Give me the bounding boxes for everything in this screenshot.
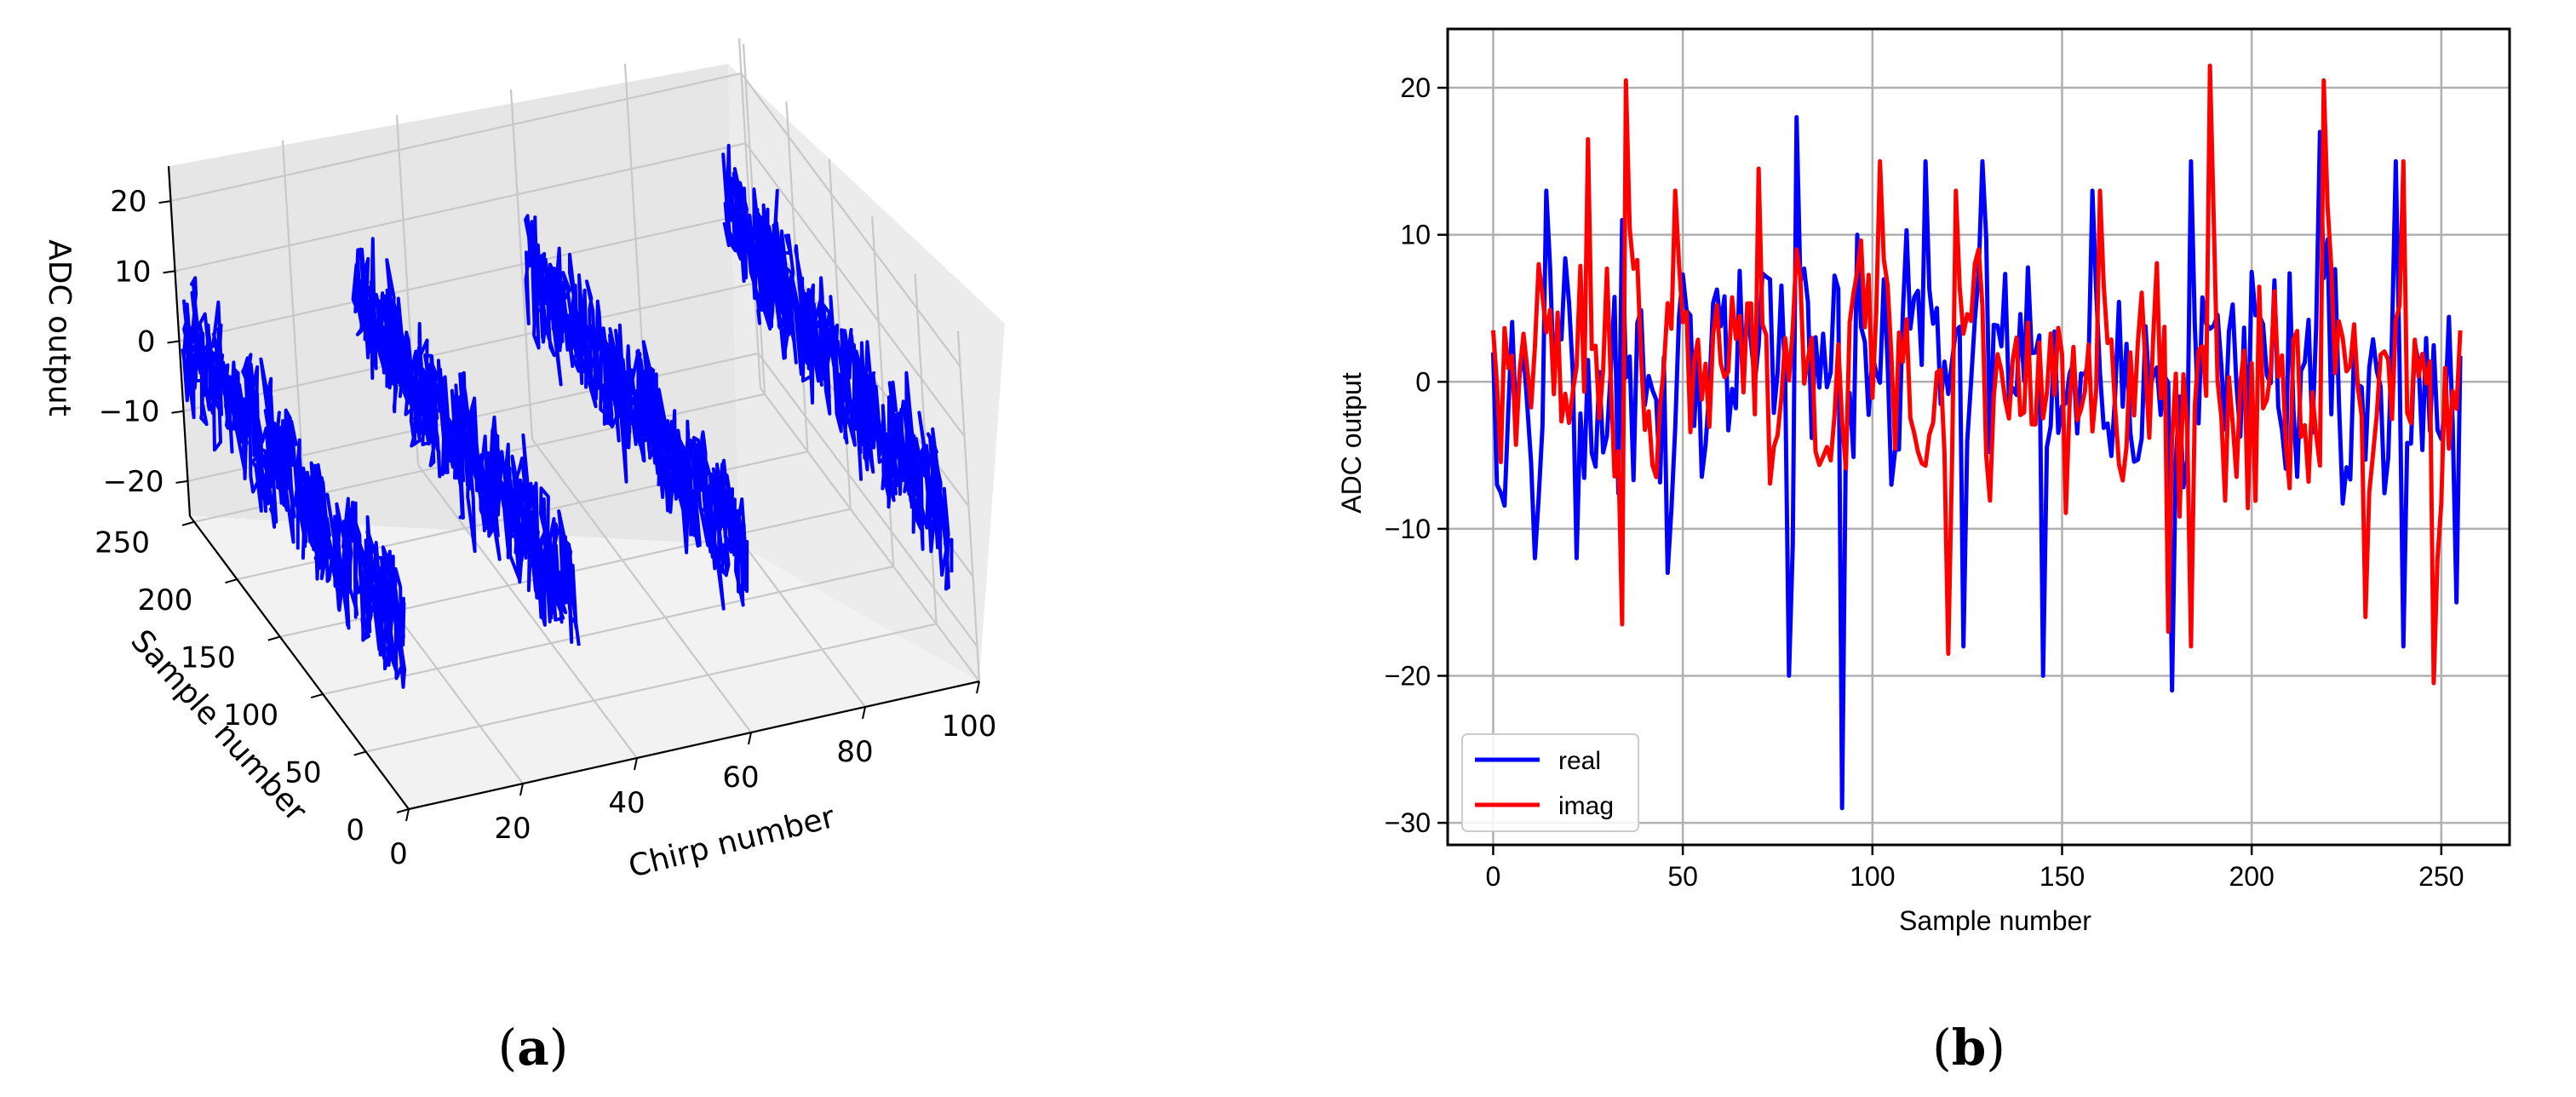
- x-tick-label: 80: [836, 735, 873, 769]
- z-tick-mark: [175, 480, 188, 484]
- x-tick-label: 40: [608, 786, 645, 820]
- y-tick-label: −30: [1385, 807, 1431, 838]
- z-tick-mark: [171, 410, 184, 414]
- x-axis-line: [408, 680, 980, 811]
- y-tick-label: 200: [138, 583, 193, 617]
- z-tick-mark: [158, 200, 171, 204]
- y-tick-label: 20: [1400, 72, 1431, 103]
- floor-gridline: [303, 490, 524, 784]
- series-3d: [181, 143, 954, 689]
- y-axis-label-b: ADC output: [1336, 372, 1367, 514]
- floor-gridline: [531, 439, 752, 733]
- x-tick-label: 60: [722, 761, 759, 795]
- chart-2d-adc: 0 50 100 150 200 250 −30 −20 −10 0 10 20 Sample num…: [1336, 27, 2511, 936]
- side-gridline: [744, 142, 966, 437]
- series-2d: [1490, 63, 2463, 811]
- y-tick-label: 10: [1400, 220, 1431, 250]
- y-tick-label: −20: [1385, 660, 1431, 691]
- y-tick-label: 50: [284, 756, 321, 790]
- z-tick-mark: [167, 340, 180, 344]
- y-tick-mark: [353, 750, 366, 756]
- floor-gridline: [417, 464, 638, 759]
- z-tick-label: 20: [110, 185, 146, 219]
- z-axis-label: ADC output: [42, 239, 77, 416]
- y-tick-label: 0: [346, 813, 364, 847]
- y-tick-mark: [310, 693, 324, 699]
- chirp-trace: [181, 276, 407, 689]
- y-tick-label: 250: [95, 526, 150, 560]
- z-tick-label: 0: [137, 325, 156, 359]
- z-tick-label: −20: [103, 465, 164, 499]
- x-tick-label: 20: [494, 812, 531, 846]
- series-line-imag: [1490, 63, 2463, 686]
- back-gridline: [170, 72, 742, 203]
- x-tick-label: 250: [2418, 861, 2464, 892]
- ticks-2d: 0 50 100 150 200 250 −30 −20 −10 0 10 20: [1385, 72, 2464, 892]
- x-tick-mark: [976, 681, 980, 694]
- x-tick-label: 100: [1850, 861, 1895, 892]
- legend-label-real: real: [1558, 747, 1601, 775]
- y-tick-label: 0: [1415, 366, 1431, 397]
- x-tick-mark: [405, 808, 410, 822]
- y-tick-label: 100: [223, 698, 278, 732]
- x-tick-mark: [519, 783, 524, 796]
- y-tick-mark: [396, 808, 410, 813]
- z-tick-label: 10: [114, 255, 151, 289]
- x-axis-label-b: Sample number: [1899, 905, 2091, 936]
- y-axis-line: [189, 515, 410, 810]
- x-tick-label: 150: [2040, 861, 2085, 892]
- floor-gridline: [760, 388, 980, 682]
- caption-a: (a): [498, 1019, 569, 1077]
- y-tick-label: 150: [181, 641, 236, 675]
- pane-back: [169, 64, 739, 545]
- x-tick-label: 200: [2229, 861, 2274, 892]
- x-tick-mark: [748, 732, 752, 745]
- side-gridline: [740, 72, 961, 367]
- legend-label-imag: imag: [1558, 792, 1614, 820]
- x-tick-label: 0: [389, 837, 408, 871]
- back-gridline: [179, 212, 750, 342]
- z-tick-label: −10: [99, 395, 160, 429]
- caption-b: (b): [1932, 1019, 2005, 1077]
- chirp-trace: [721, 143, 954, 591]
- x-tick-mark: [634, 757, 638, 771]
- x-tick-label: 0: [1486, 861, 1501, 892]
- y-tick-mark: [225, 578, 238, 584]
- x-tick-label: 100: [942, 709, 997, 744]
- x-tick-label: 50: [1667, 861, 1698, 892]
- y-tick-label: −10: [1385, 514, 1431, 544]
- x-axis-label: Chirp number: [625, 800, 838, 885]
- x-tick-mark: [862, 706, 866, 720]
- y-tick-mark: [267, 635, 281, 641]
- legend: real imag: [1461, 733, 1639, 832]
- z-tick-mark: [163, 270, 175, 274]
- chirp-trace: [351, 237, 581, 646]
- plot-frame: [1446, 27, 2511, 847]
- back-gridline: [183, 282, 754, 412]
- side-gridline: [757, 353, 978, 647]
- back-gridline: [175, 142, 746, 273]
- chirp-trace: [524, 214, 749, 611]
- floor-gridline: [322, 566, 894, 696]
- y-tick-mark: [181, 520, 195, 526]
- floor-gridline: [365, 623, 937, 753]
